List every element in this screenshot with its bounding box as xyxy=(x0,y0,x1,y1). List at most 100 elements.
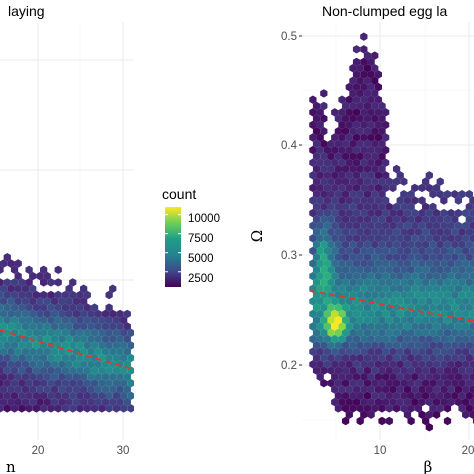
left-hexbin-cell xyxy=(90,353,99,363)
left-hexbin-cell xyxy=(0,284,8,293)
left-hexbin-cell xyxy=(123,309,131,319)
right-hexbin-cell xyxy=(345,372,353,382)
right-hexbin-cell xyxy=(451,190,459,199)
right-hexbin-cell xyxy=(356,127,364,136)
left-hexbin-cell xyxy=(21,322,30,331)
right-hexbin-cell xyxy=(309,196,317,205)
right-hexbin-cell xyxy=(352,45,361,54)
right-hexbin-cell xyxy=(378,215,386,224)
right-hexbin-cell xyxy=(465,391,473,400)
left-hexbin-cell xyxy=(43,334,51,344)
left-hexbin-cell xyxy=(69,341,77,350)
right-hexbin-cell xyxy=(425,271,433,281)
right-hexbin-cell xyxy=(382,259,390,268)
left-hexbin-cell xyxy=(3,303,11,312)
right-hexbin-cell xyxy=(363,190,372,199)
right-hexbin-cell xyxy=(309,234,317,243)
left-hexbin-cell xyxy=(94,334,102,344)
right-hexbin-cell xyxy=(400,290,408,300)
right-hexbin-cell xyxy=(382,347,390,356)
right-hexbin-cell xyxy=(429,366,437,375)
right-hexbin-cell xyxy=(458,379,466,388)
right-hexbin-cell xyxy=(363,164,372,174)
left-hexbin-cell xyxy=(105,290,113,300)
right-hexbin-cell xyxy=(349,240,357,249)
left-hexbin-cell xyxy=(58,297,66,306)
right-hexbin-cell xyxy=(400,316,408,325)
left-hexbin-cell xyxy=(32,290,41,300)
left-hexbin-cell xyxy=(36,397,44,407)
right-hexbin-cell xyxy=(323,145,332,155)
right-hexbin-cell xyxy=(327,341,335,350)
left-hexbin-cell xyxy=(3,366,11,375)
legend-ticks xyxy=(165,214,181,273)
right-hexbin-cell xyxy=(429,341,437,350)
right-hexbin-cell xyxy=(371,303,379,312)
right-hexbin-cell xyxy=(443,328,452,337)
right-hexbin-cell xyxy=(371,353,379,363)
right-hexbin-cell xyxy=(371,290,379,300)
right-hexbin-cell xyxy=(443,215,452,224)
right-hexbin-cell xyxy=(378,341,386,350)
right-hexbin-cell xyxy=(440,360,448,369)
right-hexbin-cell xyxy=(342,265,350,274)
right-hexbin-cell xyxy=(327,379,335,388)
right-hexbin-cell xyxy=(458,366,466,375)
left-hexbin-cell xyxy=(83,404,91,413)
left-hexbin-cell xyxy=(98,404,106,413)
right-hexbin-cell xyxy=(349,253,357,262)
right-hexbin-cell xyxy=(411,196,419,205)
right-hexbin-cell xyxy=(360,234,368,243)
right-hexbin-cell xyxy=(392,316,401,325)
right-hexbin-cell xyxy=(432,246,441,256)
right-hexbin-cell xyxy=(345,145,353,155)
right-hexbin-cell xyxy=(349,265,357,274)
right-hexbin-cell xyxy=(418,385,426,394)
right-hexbin-cell xyxy=(403,259,412,268)
right-hexbin-cell xyxy=(422,227,430,237)
right-hexbin-cell xyxy=(469,322,474,331)
left-hexbin-cell xyxy=(40,379,48,388)
right-hexbin-cell xyxy=(342,278,350,287)
left-hexbin-cell xyxy=(94,360,102,369)
right-hexbin-cell xyxy=(374,347,383,356)
right-hexbin-cell xyxy=(345,234,353,243)
left-hexbin-cell xyxy=(69,391,77,400)
right-hexbin-cell xyxy=(454,309,463,319)
right-hexbin-cell xyxy=(309,334,317,344)
right-hexbin-cell xyxy=(454,208,463,218)
right-hexbin-cell xyxy=(316,347,324,356)
left-hexbin-cell xyxy=(69,278,77,287)
right-hexbin-cell xyxy=(436,316,444,325)
right-hexbin-cell xyxy=(312,152,321,161)
left-hexbin-cell xyxy=(29,360,37,369)
right-hexbin-cell xyxy=(407,278,415,287)
left-hexbin-cell xyxy=(40,278,48,287)
right-hexbin-cell xyxy=(400,353,408,363)
left-hexbin-cell xyxy=(116,397,124,407)
right-hexbin-cell xyxy=(407,240,415,249)
left-hexbin-cell xyxy=(0,316,4,325)
right-hexbin-cell xyxy=(425,347,433,356)
right-hexbin-cell xyxy=(323,171,332,180)
right-hexbin-cell xyxy=(392,227,401,237)
left-hexbin-cell xyxy=(36,347,44,356)
right-hexbin-cell xyxy=(432,372,441,382)
left-hexbin-cell xyxy=(87,397,95,407)
right-hexbin-cell xyxy=(436,227,444,237)
right-hexbin-cell xyxy=(447,246,455,256)
right-hexbin-cell xyxy=(422,366,430,375)
right-hexbin-cell xyxy=(356,253,364,262)
right-hexbin-cell xyxy=(400,328,408,337)
right-hexbin-cell xyxy=(411,246,419,256)
right-hexbin-cell xyxy=(418,410,426,419)
right-hexbin-cell xyxy=(432,221,441,230)
left-hexbin-cell xyxy=(94,372,102,382)
right-hexbin-cell xyxy=(320,303,328,312)
right-hexbin-cell xyxy=(465,278,473,287)
right-hexbin-cell xyxy=(334,202,343,211)
right-hexbin-cell xyxy=(371,215,379,224)
right-hexbin-cell xyxy=(312,366,321,375)
right-hexbin-cell xyxy=(392,379,401,388)
left-hexbin-cell xyxy=(127,328,134,337)
